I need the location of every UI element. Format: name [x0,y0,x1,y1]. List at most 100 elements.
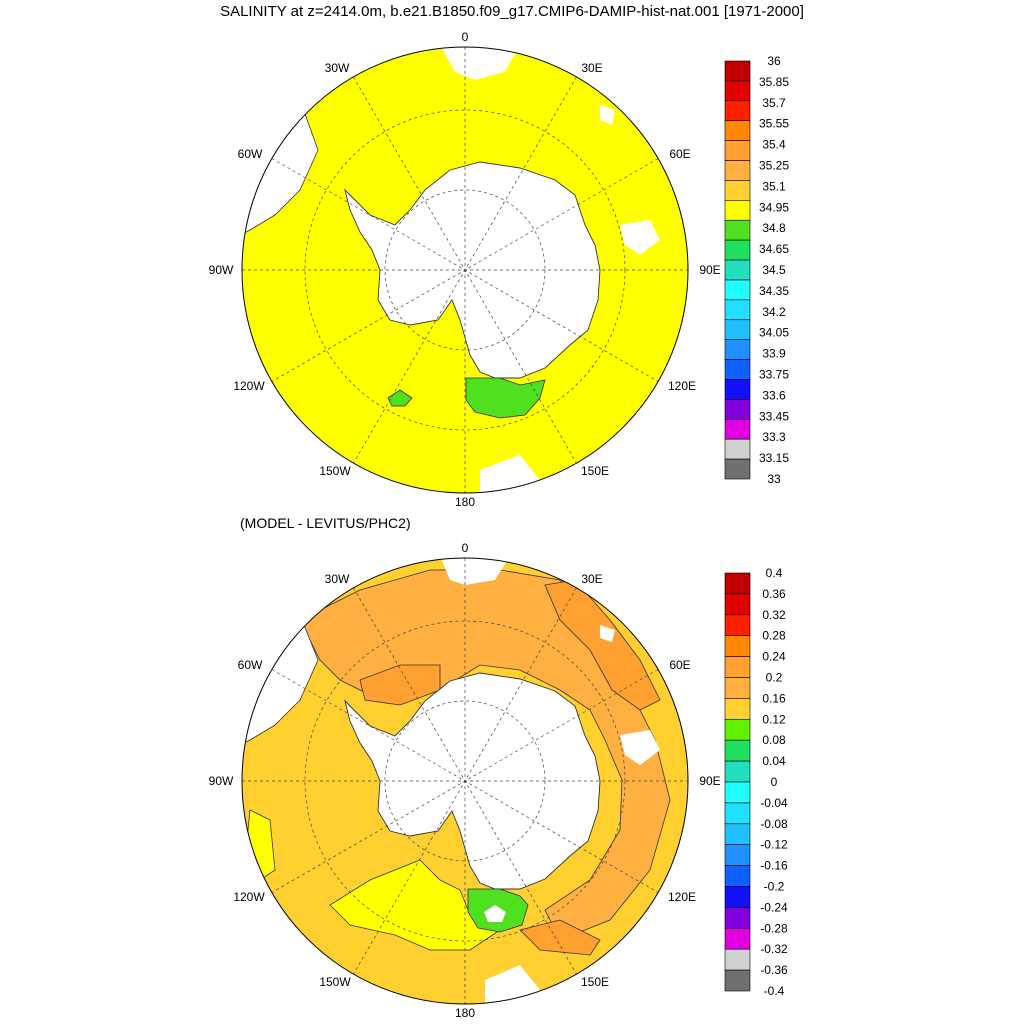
bottom-lon-label-30w: 30W [325,572,350,586]
bottom-colorbar-tick-label: -0.4 [764,984,785,998]
bottom-lon-label-150w: 150W [319,975,351,989]
top-small-patch [387,389,413,407]
top-colorbar-tick-label: 33.3 [762,430,786,444]
top-colorbar-swatch [724,60,751,82]
bottom-colorbar-swatch [724,677,751,699]
top-colorbar-tick-label: 34.05 [759,326,789,340]
bottom-colorbar-tick-label: -0.2 [764,880,785,894]
top-lon-label-120e: 120E [668,379,696,393]
top-colorbar-swatch [724,418,751,440]
bottom-colorbar-tick-label: 0.16 [762,691,786,705]
bottom-lon-label-90w: 90W [209,774,234,788]
top-colorbar-swatch [724,339,751,360]
top-colorbar-swatch [724,399,751,420]
bottom-ross-hole [484,905,506,922]
top-colorbar-tick-label: 35.7 [762,96,786,110]
bottom-colorbar-tick-label: -0.32 [760,942,788,956]
bottom-kerguelen-gap [620,730,660,765]
top-colorbar-tick-label: 33.75 [759,368,789,382]
bottom-colorbar-swatch [724,802,751,825]
top-colorbar-swatch [724,160,751,181]
top-colorbar-tick-label: 34.35 [759,284,789,298]
top-longitude-labels: 0 30E 60E 90E 120E 150E 180 150W 120W 90… [209,30,721,509]
top-lon-label-0: 0 [462,30,469,44]
bottom-colorbar-swatch [724,718,751,741]
bottom-colorbar-tick-label: 0 [771,775,778,789]
top-colorbar-swatch [724,120,751,141]
bottom-colorbar-swatch [724,865,751,887]
top-lon-label-60e: 60E [669,147,690,161]
top-island-gap [600,105,615,125]
bottom-colorbar-tick-label: 0.28 [762,629,786,643]
bottom-colorbar: 0.4 0.36 0.32 0.28 0.24 0.2 0.16 0.12 0.08 0.04 0 -… [724,566,788,998]
top-colorbar-swatch [724,80,751,102]
bottom-lon-label-60e: 60E [669,658,690,672]
bottom-colorbar-tick-label: -0.16 [760,859,788,873]
top-colorbar-swatch [724,438,751,460]
top-colorbar-tick-label: 34.95 [759,200,789,214]
bottom-colorbar-swatch [724,927,751,950]
bottom-colorbar-tick-label: 0.12 [762,712,786,726]
bottom-lon-label-180: 180 [455,1006,475,1020]
top-colorbar-tick-label: 33.9 [762,347,786,361]
top-colorbar-swatch [724,458,751,480]
top-lon-label-180: 180 [455,495,475,509]
top-colorbar-tick-label: 35.85 [759,75,789,89]
top-africa-gap [440,47,520,80]
bottom-colorbar-swatch [724,969,751,992]
bottom-lon-label-60w: 60W [238,658,263,672]
bottom-colorbar-swatch [724,739,751,762]
bottom-darkorange-pacific [519,919,601,956]
top-colorbar-tick-label: 33.6 [762,388,786,402]
bottom-colorbar-swatch [724,760,751,783]
bottom-longitude-labels: 0 30E 60E 90E 120E 150E 180 150W 120W 90… [209,541,721,1020]
top-lon-label-30e: 30E [581,61,602,75]
top-colorbar-swatch [724,219,751,241]
bottom-colorbar-swatch [724,635,751,657]
top-lon-label-30w: 30W [325,61,350,75]
bottom-colorbar-tick-label: 0.2 [766,671,783,685]
top-colorbar-tick-label: 36 [767,54,781,68]
top-lon-label-60w: 60W [238,147,263,161]
top-colorbar-swatch [724,140,751,161]
top-colorbar-tick-label: 35.4 [762,138,786,152]
bottom-colorbar-swatch [724,948,751,971]
bottom-colorbar-swatch [724,886,751,908]
bottom-africa-gap [440,558,510,585]
top-map-border [241,46,689,494]
top-colorbar-swatch [724,100,751,122]
bottom-lon-label-120e: 120E [668,890,696,904]
top-lon-label-90w: 90W [209,263,234,277]
top-colorbar-tick-label: 35.1 [762,179,786,193]
bottom-lon-label-30e: 30E [581,572,602,586]
bottom-colorbar-swatch [724,781,751,804]
top-polar-map: 0 30E 60E 90E 120E 150E 180 150W 120W 90… [209,30,721,509]
bottom-colorbar-swatch [724,907,751,929]
top-colorbar-tick-label: 33.45 [759,409,789,423]
bottom-colorbar-tick-label: -0.04 [760,796,788,810]
top-colorbar-swatch [724,319,751,340]
difference-panel-title: (MODEL - LEVITUS/PHC2) [240,515,411,531]
top-colorbar-tick-label: 34.65 [759,242,789,256]
bottom-colorbar-tick-label: 0.24 [762,650,786,664]
top-colorbar-tick-label: 34.2 [762,305,786,319]
bottom-map-border [241,557,689,1005]
top-colorbar-swatch [724,279,751,301]
top-colorbar-tick-label: 34.5 [762,263,786,277]
top-colorbar-swatch [724,379,751,400]
top-colorbar: 36 35.85 35.7 35.55 35.4 35.25 35.1 34.95 34.8 34… [724,54,789,486]
bottom-colorbar-tick-label: 0.32 [762,608,786,622]
bottom-island-gap [600,625,615,642]
bottom-colorbar-tick-label: 0.08 [762,733,786,747]
top-lon-label-90e: 90E [699,263,720,277]
top-lon-label-150e: 150E [581,464,609,478]
bottom-darkorange-atlantic [544,579,661,711]
bottom-colorbar-swatch [724,593,751,616]
top-graticule [242,47,688,493]
figure-title: SALINITY at z=2414.0m, b.e21.B1850.f09_g… [220,3,804,20]
bottom-polar-map: 0 30E 60E 90E 120E 150E 180 150W 120W 90… [209,541,721,1020]
top-colorbar-tick-label: 33.15 [759,451,789,465]
bottom-lon-label-120w: 120W [233,890,265,904]
